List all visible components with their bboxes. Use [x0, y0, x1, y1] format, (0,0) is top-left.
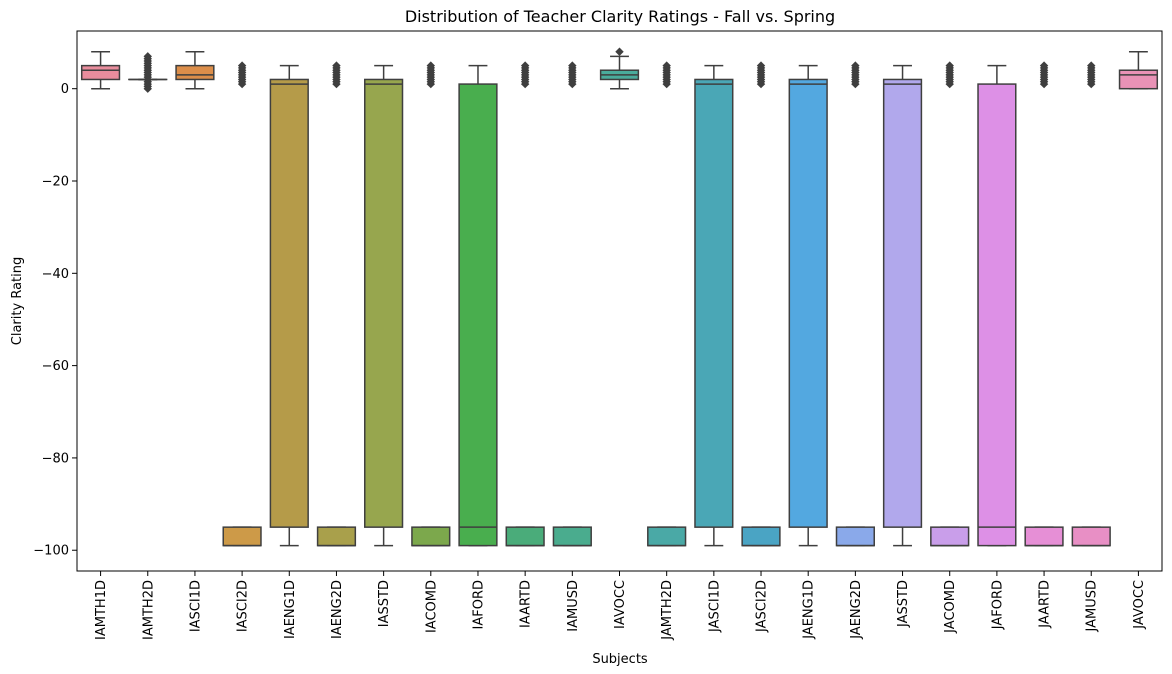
box-body — [269, 78, 309, 528]
outlier-point — [237, 61, 247, 70]
box-IAARTD — [505, 61, 545, 547]
box-IAMUSD — [552, 61, 592, 547]
box-body — [411, 526, 451, 547]
outlier-point — [756, 61, 766, 70]
x-tick-label: IAMTH2D — [141, 580, 156, 640]
x-tick-label: IAMTH1D — [94, 580, 109, 640]
box-JASSTD — [882, 64, 923, 547]
x-tick-label: JAENG2D — [849, 580, 864, 640]
outlier-point — [615, 47, 624, 56]
x-tick-label: IAVOCC — [613, 580, 628, 629]
box-body — [647, 526, 687, 547]
box-body — [977, 83, 1017, 547]
x-tick-label: JAENG1D — [802, 580, 817, 640]
x-tick-label: JAVOCC — [1132, 580, 1147, 630]
x-tick-label: IASCI2D — [236, 580, 251, 632]
box-body — [222, 526, 262, 547]
box-JASCI2D — [741, 61, 781, 547]
x-tick-label: JACOMD — [943, 580, 958, 634]
box-IAMTH2D — [128, 52, 168, 93]
x-tick-label: JASSTD — [896, 580, 911, 628]
box-IASSTD — [364, 64, 404, 547]
box-body — [1071, 526, 1111, 547]
box-body — [1024, 526, 1064, 547]
box-body — [505, 526, 545, 547]
x-axis-title: Subjects — [592, 652, 648, 667]
box-JACOMD — [930, 61, 970, 547]
box-body — [316, 526, 357, 547]
box-body — [1118, 69, 1159, 90]
box-JAARTD — [1024, 61, 1064, 547]
x-tick-label: IASSTD — [377, 580, 392, 627]
box-body — [788, 78, 828, 528]
outlier-point — [332, 61, 341, 70]
outlier-point — [520, 61, 530, 70]
box-IAFORD — [458, 64, 498, 547]
x-tick-label: IAARTD — [519, 580, 534, 628]
box-body — [882, 78, 923, 528]
box-IASCI2D — [222, 61, 262, 547]
box-body — [930, 526, 970, 547]
x-tick-label: IASCI1D — [188, 580, 203, 632]
x-tick-label: IAENG1D — [283, 580, 298, 639]
x-tick-label: IAFORD — [471, 580, 486, 629]
box-IASCI1D — [175, 51, 215, 90]
box-JAVOCC — [1118, 51, 1159, 90]
box-IACOMD — [411, 61, 451, 547]
box-body — [458, 83, 498, 547]
box-IAVOCC — [599, 47, 640, 90]
box-JASCI1D — [694, 64, 734, 547]
y-tick-label: −60 — [42, 359, 69, 374]
x-tick-label: JAMUSD — [1085, 580, 1100, 633]
box-IAENG2D — [316, 61, 357, 547]
x-tick-label: JASCI2D — [755, 580, 770, 633]
box-JAMTH2D — [647, 61, 687, 547]
outlier-point — [1039, 61, 1049, 70]
box-body — [741, 526, 781, 547]
x-tick-label: IAMUSD — [566, 580, 581, 632]
box-body — [364, 78, 404, 528]
box-IAMTH1D — [80, 51, 121, 90]
x-tick-label: JASCI1D — [707, 580, 722, 633]
box-body — [175, 64, 215, 81]
y-tick-label: −100 — [33, 544, 69, 559]
axes: 0 −20 −40 −60 −80 −100 IAMTH1D IAMTH2D IASCI1D IA… — [33, 82, 1147, 641]
outlier-point — [1087, 61, 1096, 70]
chart-title: Distribution of Teacher Clarity Ratings … — [405, 7, 835, 26]
outlier-point — [143, 52, 152, 61]
plot-area — [80, 47, 1159, 547]
outlier-point — [568, 61, 577, 70]
x-tick-label: JAARTD — [1038, 580, 1053, 629]
box-JAENG1D — [788, 64, 828, 547]
y-tick-label: −20 — [42, 175, 69, 190]
box-body — [835, 526, 875, 547]
outlier-point — [662, 61, 671, 70]
outlier-point — [945, 61, 954, 70]
box-body — [552, 526, 592, 547]
box-IAENG1D — [269, 64, 309, 547]
box-JAENG2D — [835, 61, 875, 547]
x-tick-label: IAENG2D — [330, 580, 345, 639]
box-body — [694, 78, 734, 528]
x-tick-label: IACOMD — [424, 580, 439, 633]
outlier-point — [426, 61, 436, 70]
y-axis-title: Clarity Rating — [10, 257, 25, 345]
y-tick-label: 0 — [61, 82, 69, 97]
x-tick-label: JAMTH2D — [660, 580, 675, 641]
x-tick-label: JAFORD — [990, 580, 1005, 630]
y-tick-label: −80 — [42, 451, 69, 466]
plot-frame — [76, 30, 1163, 572]
box-body — [80, 64, 121, 81]
box-JAFORD — [977, 64, 1017, 547]
y-tick-label: −40 — [42, 267, 69, 282]
outlier-point — [851, 61, 860, 70]
box-JAMUSD — [1071, 61, 1111, 547]
